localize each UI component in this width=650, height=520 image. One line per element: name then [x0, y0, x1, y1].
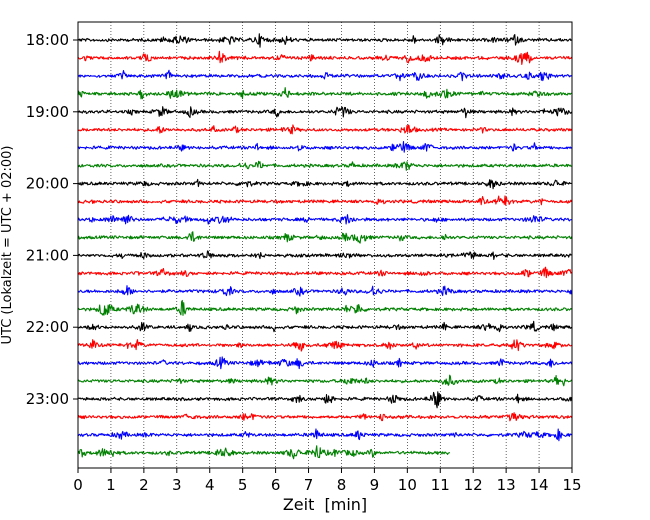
x-tick-label-11: 11 [431, 476, 450, 494]
trace-2200 [77, 320, 572, 333]
x-tick-label-5: 5 [238, 476, 248, 494]
trace-2030 [77, 214, 572, 225]
x-tick-label-7: 7 [304, 476, 314, 494]
plot-frame [77, 21, 573, 469]
trace-2330 [77, 428, 572, 442]
trace-2315 [77, 412, 572, 422]
x-axis-label: Zeit [min] [283, 495, 367, 514]
trace-2300 [77, 391, 573, 409]
trace-2215 [77, 339, 572, 352]
trace-1915 [77, 124, 572, 135]
seismogram-traces [77, 33, 573, 460]
x-tick-label-2: 2 [139, 476, 149, 494]
y-tick-label-1900: 19:00 [26, 103, 69, 121]
y-tick-label-2300: 23:00 [26, 390, 69, 408]
trace-2100 [77, 250, 572, 260]
trace-2145 [77, 299, 572, 316]
x-axis-ticks: 0 1 2 3 4 5 6 7 8 9 10 11 12 13 14 15 [73, 468, 582, 494]
trace-1800 [77, 33, 572, 48]
x-tick-label-15: 15 [562, 476, 581, 494]
trace-2345 [77, 445, 451, 460]
x-tick-label-10: 10 [398, 476, 417, 494]
grid-lines [110, 22, 540, 468]
x-tick-label-0: 0 [73, 476, 83, 494]
y-tick-label-2200: 22:00 [26, 318, 69, 336]
trace-1900 [77, 106, 572, 119]
x-tick-label-13: 13 [497, 476, 516, 494]
trace-1815 [77, 50, 572, 65]
y-tick-label-1800: 18:00 [26, 31, 69, 49]
trace-2045 [77, 231, 573, 244]
trace-2000 [77, 178, 572, 190]
x-tick-label-14: 14 [530, 476, 549, 494]
x-tick-label-1: 1 [106, 476, 116, 494]
trace-1845 [77, 87, 572, 100]
x-tick-label-8: 8 [337, 476, 347, 494]
y-tick-label-2100: 21:00 [26, 246, 69, 264]
trace-2245 [77, 374, 572, 387]
y-tick-label-2000: 20:00 [26, 175, 69, 193]
y-axis-label: UTC (Lokalzeit = UTC + 02:00) [0, 146, 15, 345]
x-tick-label-9: 9 [370, 476, 380, 494]
x-tick-label-4: 4 [205, 476, 215, 494]
y-axis-ticks: 18:00 19:00 20:00 21:00 22:00 23:00 [26, 31, 78, 408]
trace-2115 [77, 266, 572, 279]
trace-1830 [77, 69, 572, 82]
x-tick-label-3: 3 [172, 476, 182, 494]
trace-1945 [77, 160, 572, 171]
trace-2015 [77, 195, 573, 206]
trace-2230 [77, 356, 573, 370]
x-tick-label-6: 6 [271, 476, 281, 494]
x-tick-label-12: 12 [464, 476, 483, 494]
trace-2130 [77, 285, 573, 297]
trace-1930 [77, 140, 572, 153]
